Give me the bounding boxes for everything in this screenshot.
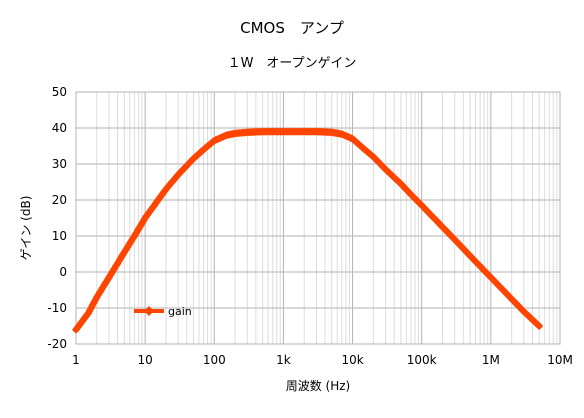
y-axis-label: ゲイン (dB) <box>19 196 33 261</box>
y-tick-label: -10 <box>47 301 67 315</box>
y-tick-label: 0 <box>59 265 67 279</box>
x-tick-label: 10k <box>341 353 363 367</box>
y-tick-label: 10 <box>52 229 67 243</box>
legend-marker <box>144 306 154 316</box>
x-tick-label: 100k <box>407 353 437 367</box>
chart-title: CMOS アンプ <box>240 19 344 37</box>
chart-subtitle: １W オープンゲイン <box>228 56 357 71</box>
tick-labels: 1 10 100 1k 10k 100k 1M 10M -20 -10 0 10 20 30 40 50 <box>47 85 572 367</box>
series-layer <box>72 127 544 334</box>
data-point-marker <box>535 322 544 330</box>
x-axis-label: 周波数 (Hz) <box>286 378 351 393</box>
y-tick-label: 40 <box>52 121 67 135</box>
x-tick-label: 1 <box>72 353 80 367</box>
legend-label: gain <box>168 305 192 318</box>
x-tick-label: 1M <box>482 353 500 367</box>
x-tick-label: 10 <box>138 353 153 367</box>
x-tick-label: 100 <box>203 353 226 367</box>
y-tick-label: -20 <box>47 337 67 351</box>
y-tick-label: 50 <box>52 85 67 99</box>
y-tick-label: 20 <box>52 193 67 207</box>
x-tick-label: 10M <box>547 353 573 367</box>
y-tick-label: 30 <box>52 157 67 171</box>
legend: gain <box>134 305 192 318</box>
x-tick-label: 1k <box>276 353 291 367</box>
